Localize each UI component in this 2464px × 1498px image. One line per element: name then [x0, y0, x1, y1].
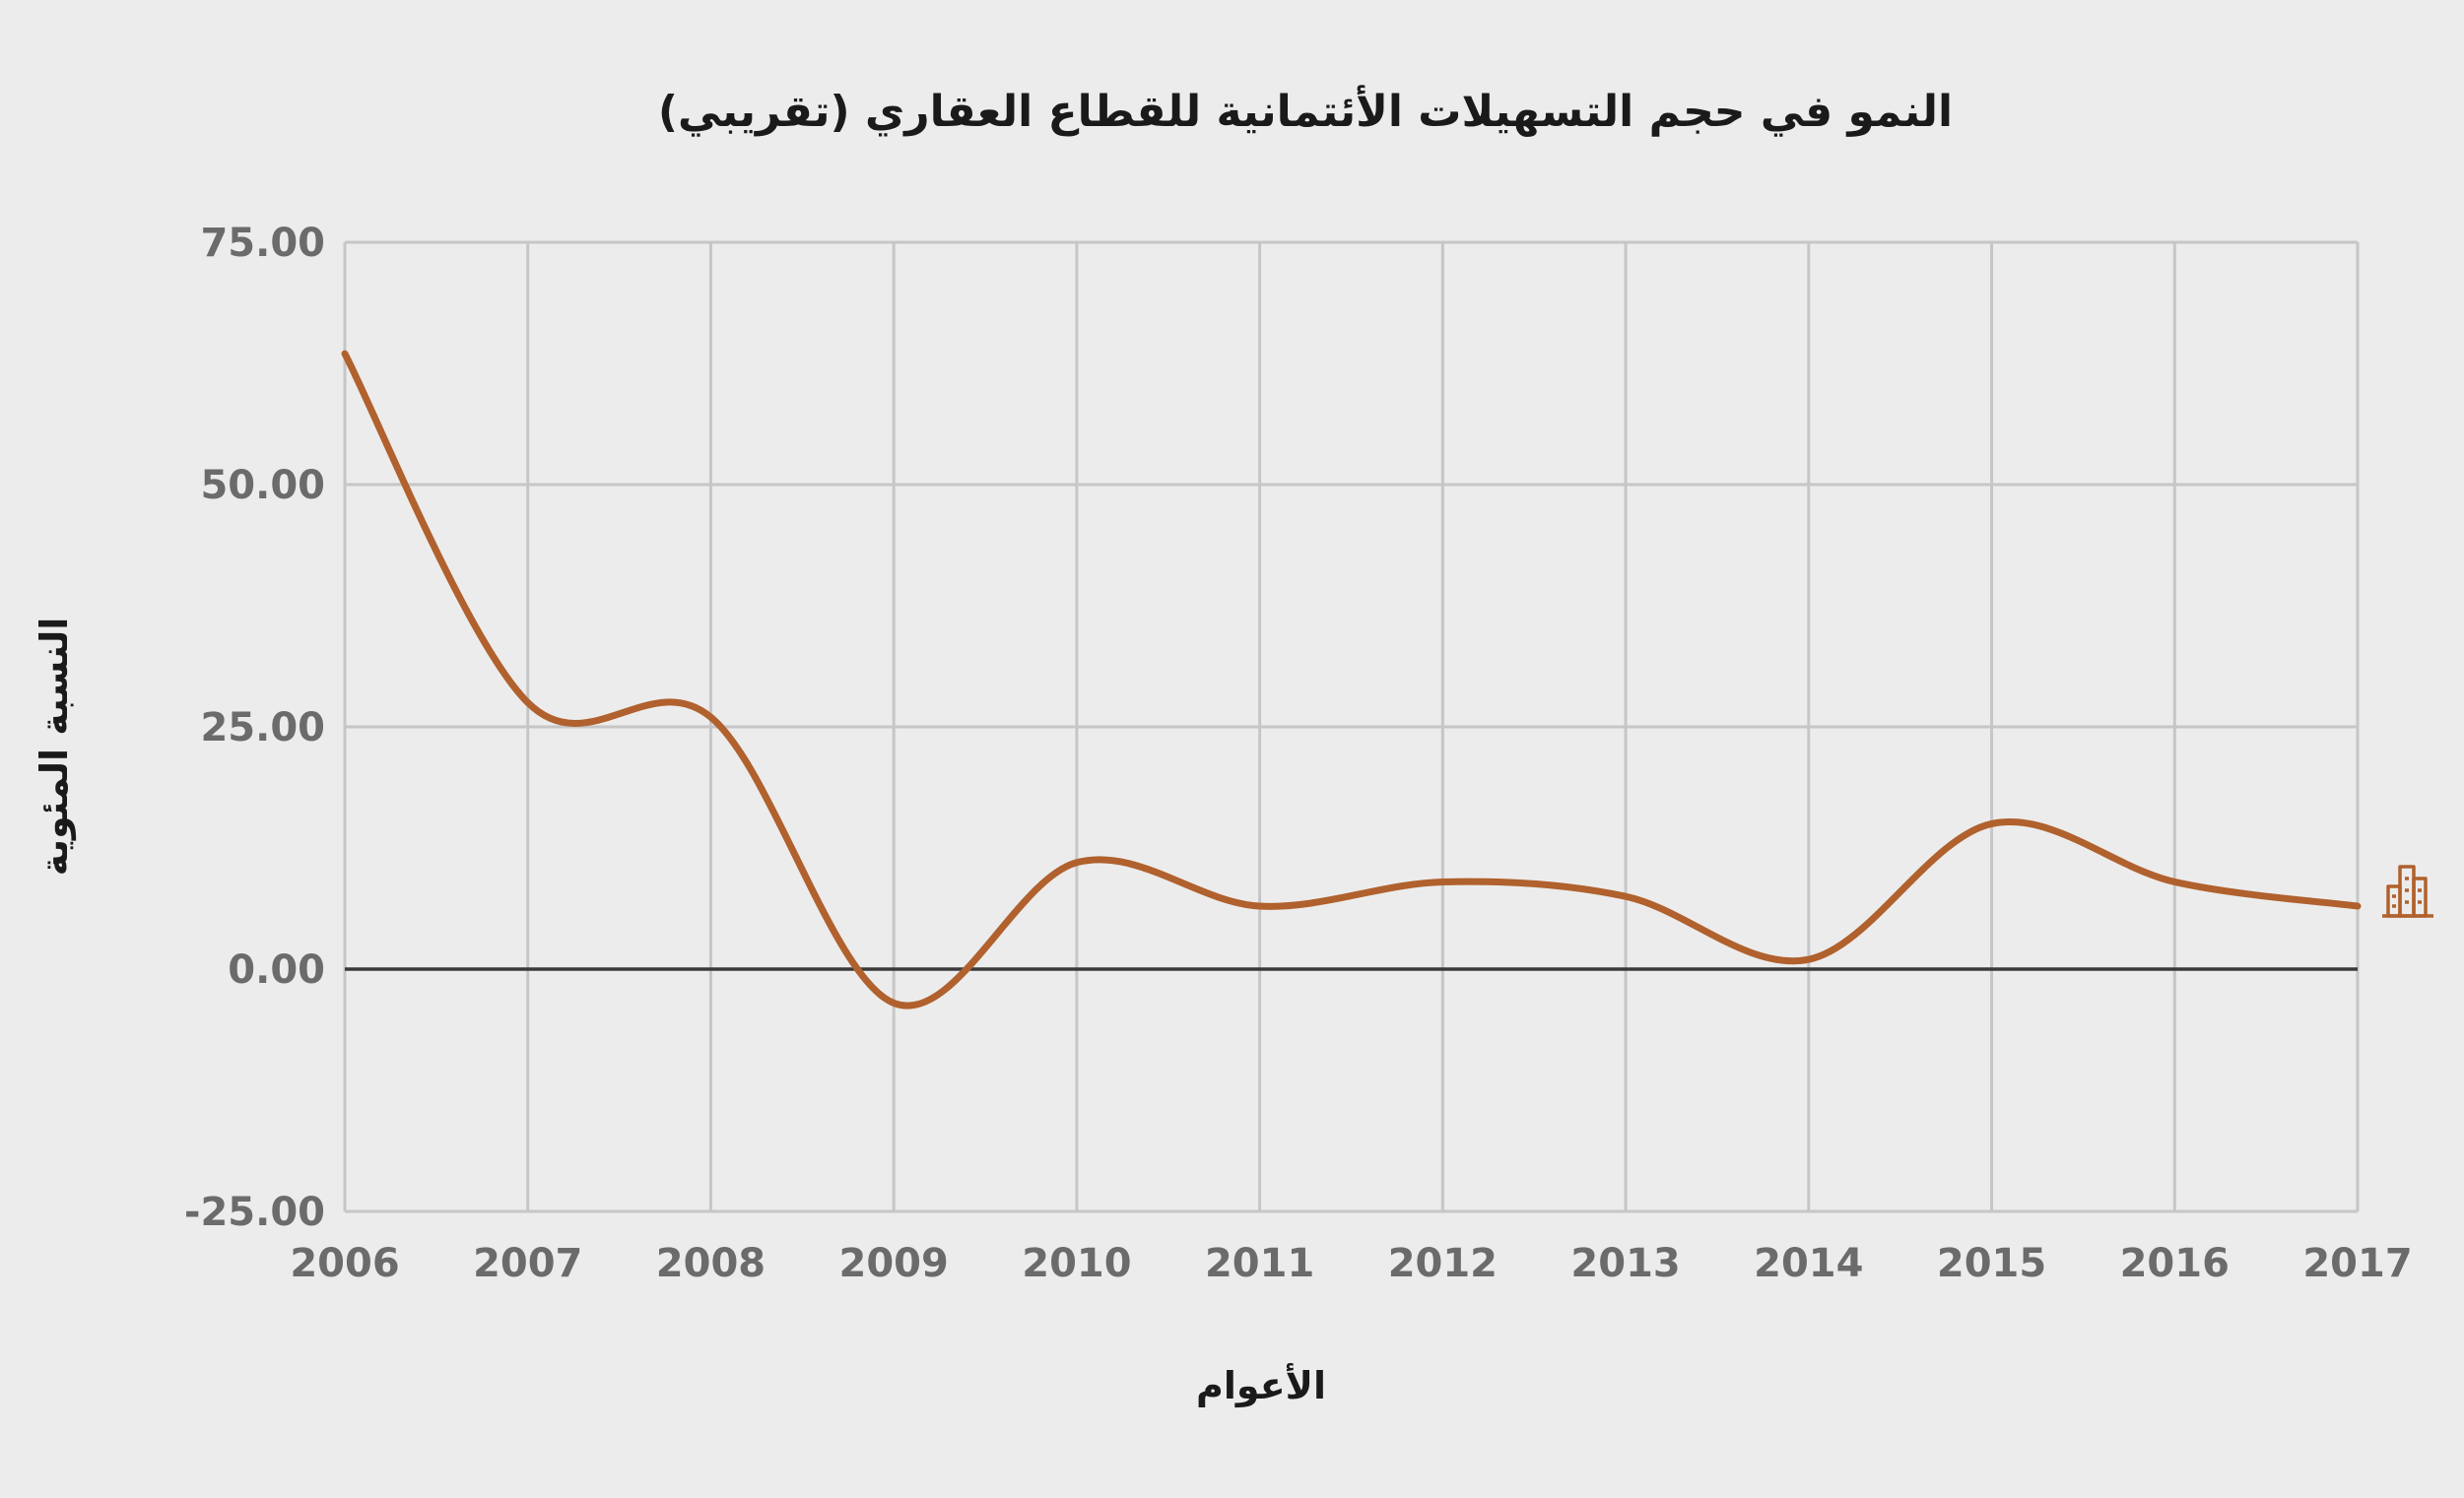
x-tick-label: 2009 — [839, 1241, 949, 1286]
x-axis-ticks: 2006 2007 2008 2009 2010 2011 2012 2013 2014 2015… — [290, 1241, 2412, 1286]
x-tick-label: 2015 — [1937, 1241, 2046, 1286]
y-tick-label: 25.00 — [200, 705, 325, 750]
x-tick-label: 2012 — [1388, 1241, 1498, 1286]
x-tick-label: 2007 — [473, 1241, 582, 1286]
y-tick-label: 50.00 — [200, 463, 325, 508]
y-tick-label: 0.00 — [228, 947, 325, 993]
chart-title: النمو في حجم التسهيلات الأئتمانية للقطاع… — [658, 85, 1953, 137]
x-axis-title: الأعوام — [1196, 1362, 1326, 1408]
x-tick-label: 2017 — [2302, 1241, 2412, 1286]
building-chart-icon — [2382, 865, 2433, 918]
x-tick-label: 2011 — [1205, 1241, 1314, 1286]
y-tick-label: -25.00 — [184, 1190, 325, 1235]
x-tick-label: 2016 — [2120, 1241, 2230, 1286]
x-tick-label: 2013 — [1570, 1241, 1680, 1286]
x-tick-label: 2010 — [1022, 1241, 1131, 1286]
series-line — [341, 350, 2362, 1010]
y-axis-ticks: 75.00 50.00 25.00 0.00 -25.00 — [184, 221, 325, 1235]
x-tick-label: 2008 — [656, 1241, 766, 1286]
grid — [343, 240, 2360, 1213]
y-axis-title: النسبة المئوية — [33, 618, 76, 877]
x-tick-label: 2006 — [290, 1241, 399, 1286]
series-layer — [341, 350, 2362, 1010]
y-tick-label: 75.00 — [200, 221, 325, 266]
x-tick-label: 2014 — [1754, 1241, 1863, 1286]
